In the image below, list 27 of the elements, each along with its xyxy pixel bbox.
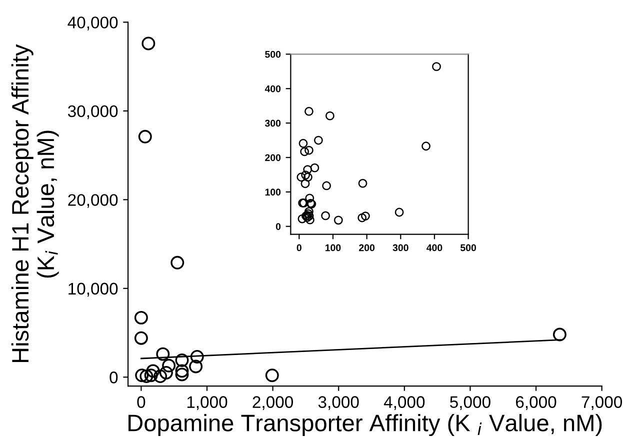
x-tick-label: 2,000	[252, 396, 293, 410]
y-tick-label: 300	[264, 120, 281, 127]
x-tick-label: 7,000	[582, 396, 622, 410]
x-axis-title: Dopamine Transporter Affinity (K $_{i}$ Value, nM)	[128, 414, 602, 436]
y-tick-label: 30,000	[68, 105, 118, 120]
y-tick-label: 0	[276, 223, 281, 230]
y-tick-label: 200	[265, 154, 281, 162]
x-tick-label: 4,000	[384, 396, 425, 410]
x-tick-label: 500	[460, 244, 476, 252]
x-tick-label: 0	[137, 396, 146, 408]
y-tick-label: 0	[110, 372, 118, 384]
x-tick-label: 200	[359, 244, 375, 252]
y-tick-label: 500	[265, 50, 281, 58]
y-tick-label: 10,000	[68, 282, 118, 297]
x-tick-label: 100	[325, 244, 341, 252]
x-tick-label: 6,000	[516, 396, 556, 410]
y-tick-label: 40,000	[68, 16, 118, 30]
x-tick-label: 5,000	[450, 396, 490, 410]
y-axis-title: Histamine H1 Receptor Affinity (K$_{i}$ Value, nM)	[11, 44, 59, 362]
x-tick-label: 0	[296, 244, 302, 252]
x-tick-label: 300	[392, 244, 408, 252]
y-tick-label: 400	[264, 85, 281, 92]
y-tick-label: 20,000	[68, 194, 118, 208]
x-tick-label: 1,000	[187, 396, 228, 410]
x-tick-label: 400	[426, 244, 442, 252]
x-tick-label: 3,000	[318, 396, 359, 410]
y-tick-label: 100	[265, 188, 281, 196]
